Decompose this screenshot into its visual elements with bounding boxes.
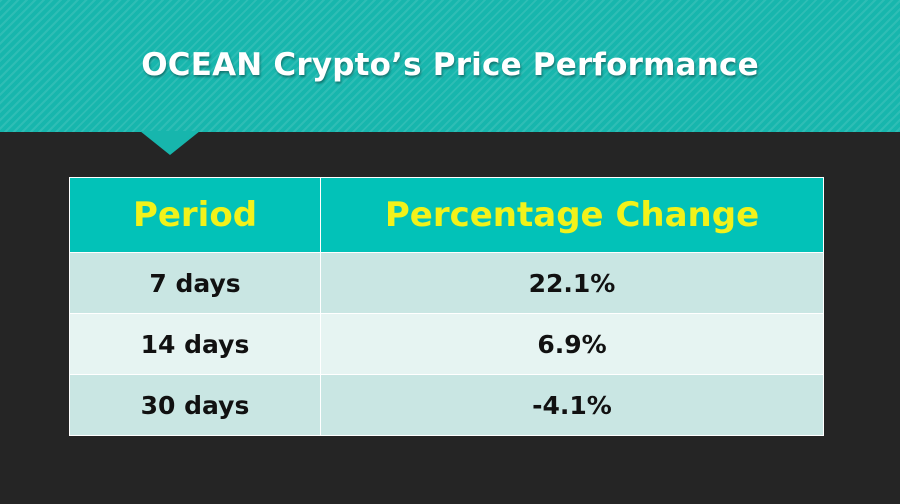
performance-table: Period Percentage Change 7 days 22.1% 14… — [69, 177, 824, 436]
title-banner — [0, 0, 900, 132]
header-percentage-change: Percentage Change — [320, 177, 824, 253]
period-cell: 14 days — [69, 313, 321, 375]
table-row: 7 days 22.1% — [69, 252, 824, 314]
table-row: 14 days 6.9% — [69, 313, 824, 375]
slide-title: OCEAN Crypto’s Price Performance — [141, 47, 759, 83]
table-header-row: Period Percentage Change — [69, 177, 824, 253]
change-cell: 22.1% — [320, 252, 824, 314]
change-cell: 6.9% — [320, 313, 824, 375]
change-cell: -4.1% — [320, 374, 824, 436]
header-period: Period — [69, 177, 321, 253]
table-row: 30 days -4.1% — [69, 374, 824, 436]
banner-pointer — [140, 131, 200, 155]
period-cell: 30 days — [69, 374, 321, 436]
period-cell: 7 days — [69, 252, 321, 314]
